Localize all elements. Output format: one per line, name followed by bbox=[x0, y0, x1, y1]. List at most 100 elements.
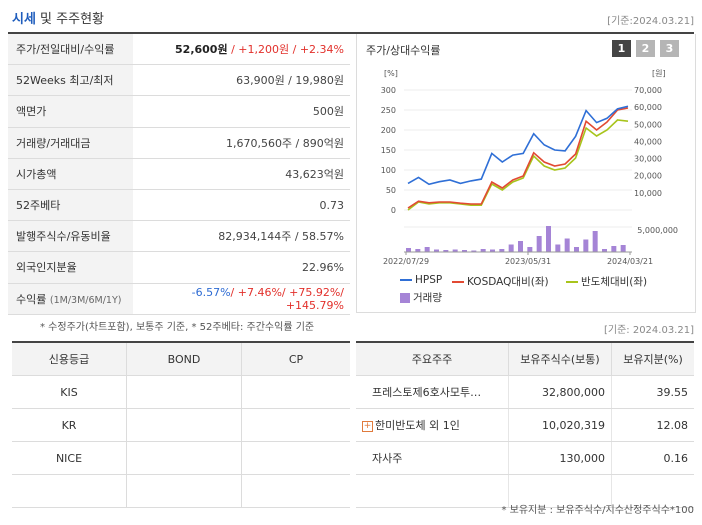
holder-shares: 10,020,319 bbox=[508, 408, 612, 442]
legend-hpsp-swatch bbox=[400, 279, 412, 281]
chart-tab-1[interactable]: 1 bbox=[612, 40, 631, 57]
holder-name bbox=[356, 474, 509, 508]
legend-volume-swatch bbox=[400, 293, 410, 303]
bond-cell bbox=[126, 474, 242, 508]
volume-bar bbox=[564, 238, 570, 252]
market-label: 외국인지분율 bbox=[8, 251, 133, 284]
market-label: 주가/전일대비/수익률 bbox=[8, 34, 133, 66]
legend-semi-label: 반도체대비(좌) bbox=[581, 276, 648, 288]
agency-cell: KIS bbox=[12, 375, 127, 409]
chart-tab-3[interactable]: 3 bbox=[660, 40, 679, 57]
cp-cell bbox=[241, 474, 350, 508]
holders-header-row: 주요주주 보유주식수(보통) 보유지분(%) bbox=[356, 341, 694, 376]
chart-title: 주가/상대수익률 bbox=[366, 44, 441, 57]
credit-header: CP bbox=[241, 341, 350, 376]
agency-cell: NICE bbox=[12, 441, 127, 475]
holder-name-cell[interactable]: + 한미반도체 외 1인 bbox=[356, 408, 509, 442]
volume-bar bbox=[555, 244, 561, 252]
return-6m: +75.92% bbox=[289, 285, 341, 299]
volume-bar bbox=[518, 241, 523, 252]
credit-header-row: 신용등급 BOND CP bbox=[12, 341, 350, 376]
x-tick-label: 2022/07/29 bbox=[383, 257, 429, 266]
expand-plus-icon[interactable]: + bbox=[362, 420, 373, 432]
legend-semi: 반도체대비(좌) bbox=[566, 274, 647, 289]
market-value: 82,934,144주 / 58.57% bbox=[133, 220, 350, 253]
section-title-rest: 및 주주현황 bbox=[35, 12, 104, 27]
chart-grid bbox=[404, 89, 632, 228]
cp-cell bbox=[241, 408, 350, 442]
market-row: 52주베타 0.73 bbox=[8, 189, 350, 222]
volume-bar bbox=[527, 247, 533, 252]
table-row: 프레스토제6호사모투… 32,800,000 39.55 bbox=[356, 375, 694, 409]
table-row: 자사주 130,000 0.16 bbox=[356, 441, 694, 475]
cp-cell bbox=[241, 375, 350, 409]
legend-hpsp: HPSP bbox=[400, 274, 442, 286]
market-label: 52Weeks 최고/최저 bbox=[8, 64, 133, 97]
market-value: 22.96% bbox=[133, 251, 350, 284]
holder-shares: 130,000 bbox=[508, 441, 612, 475]
x-tick-label: 2023/05/31 bbox=[505, 257, 551, 266]
price-change: +1,200원 bbox=[238, 43, 290, 57]
credit-rating-table: 신용등급 BOND CP KIS KR NICE bbox=[12, 341, 350, 508]
volume-bar bbox=[546, 226, 551, 252]
market-row: 52Weeks 최고/최저 63,900원 / 19,980원 bbox=[8, 64, 350, 97]
volume-bar bbox=[499, 249, 505, 252]
price-value: 52,600원 bbox=[175, 43, 228, 57]
return-1m: -6.57% bbox=[191, 285, 231, 299]
market-label: 52주베타 bbox=[8, 189, 133, 222]
legend-hpsp-label: HPSP bbox=[415, 274, 443, 286]
left-tick-label: 200 bbox=[381, 126, 396, 135]
market-row: 거래량/거래대금 1,670,560주 / 890억원 bbox=[8, 127, 350, 159]
table-row: NICE bbox=[12, 441, 350, 475]
volume-bar bbox=[480, 249, 486, 252]
agency-cell bbox=[12, 474, 127, 508]
chart-tab-2[interactable]: 2 bbox=[636, 40, 655, 57]
volume-bar bbox=[508, 244, 514, 252]
holders-header: 보유주식수(보통) bbox=[508, 341, 612, 376]
bond-cell bbox=[126, 441, 242, 475]
price-separator: / bbox=[289, 43, 300, 57]
volume-bar bbox=[415, 249, 421, 252]
bond-cell bbox=[126, 408, 242, 442]
volume-bar bbox=[583, 239, 589, 252]
left-tick-label: 300 bbox=[381, 86, 396, 95]
holders-header: 보유지분(%) bbox=[611, 341, 694, 376]
market-label: 액면가 bbox=[8, 95, 133, 128]
return-3m: +7.46% bbox=[237, 285, 282, 299]
cp-cell bbox=[241, 441, 350, 475]
left-tick-label: 250 bbox=[381, 106, 396, 115]
right-tick-label: 30,000 bbox=[634, 155, 662, 164]
price-separator: / bbox=[227, 43, 239, 57]
market-label: 시가총액 bbox=[8, 158, 133, 190]
market-value: 500원 bbox=[133, 95, 350, 128]
volume-bar bbox=[574, 247, 579, 252]
market-row: 외국인지분율 22.96% bbox=[8, 251, 350, 284]
market-row: 액면가 500원 bbox=[8, 95, 350, 128]
returns-period-label: (1M/3M/6M/1Y) bbox=[49, 294, 122, 306]
price-chart: 300 250 200 150 100 50 0 70,000 60,000 50,000 40,0… bbox=[381, 69, 678, 266]
volume-tick-label: 5,000,000 bbox=[637, 226, 678, 235]
legend-kosdaq: KOSDAQ대비(좌) bbox=[452, 274, 549, 289]
chart-panel bbox=[356, 34, 696, 313]
holder-name: 한미반도체 외 1인 bbox=[375, 419, 460, 432]
holder-pct: 39.55 bbox=[611, 375, 694, 409]
left-tick-label: 100 bbox=[381, 166, 396, 175]
table-row: + 한미반도체 외 1인 10,020,319 12.08 bbox=[356, 408, 694, 442]
volume-bar bbox=[424, 247, 430, 252]
holders-note: * 보유지분 : 보유주식수/지수산정주식수*100 bbox=[501, 505, 694, 516]
x-tick-label: 2024/03/21 bbox=[607, 257, 653, 266]
header-divider bbox=[8, 32, 694, 34]
right-axis-unit: [원] bbox=[652, 69, 666, 78]
right-tick-label: 60,000 bbox=[634, 103, 662, 112]
market-value: 43,623억원 bbox=[133, 158, 350, 190]
returns-label: 수익률 bbox=[16, 292, 47, 306]
volume-bars bbox=[406, 226, 626, 252]
table-row bbox=[12, 474, 350, 508]
right-tick-label: 40,000 bbox=[634, 137, 662, 146]
legend-kosdaq-swatch bbox=[452, 281, 464, 283]
left-tick-label: 0 bbox=[391, 206, 396, 215]
price-rate: +2.34% bbox=[299, 43, 344, 57]
volume-bar bbox=[443, 250, 449, 252]
volume-bar bbox=[602, 249, 607, 252]
legend-kosdaq-label: KOSDAQ대비(좌) bbox=[467, 276, 549, 288]
